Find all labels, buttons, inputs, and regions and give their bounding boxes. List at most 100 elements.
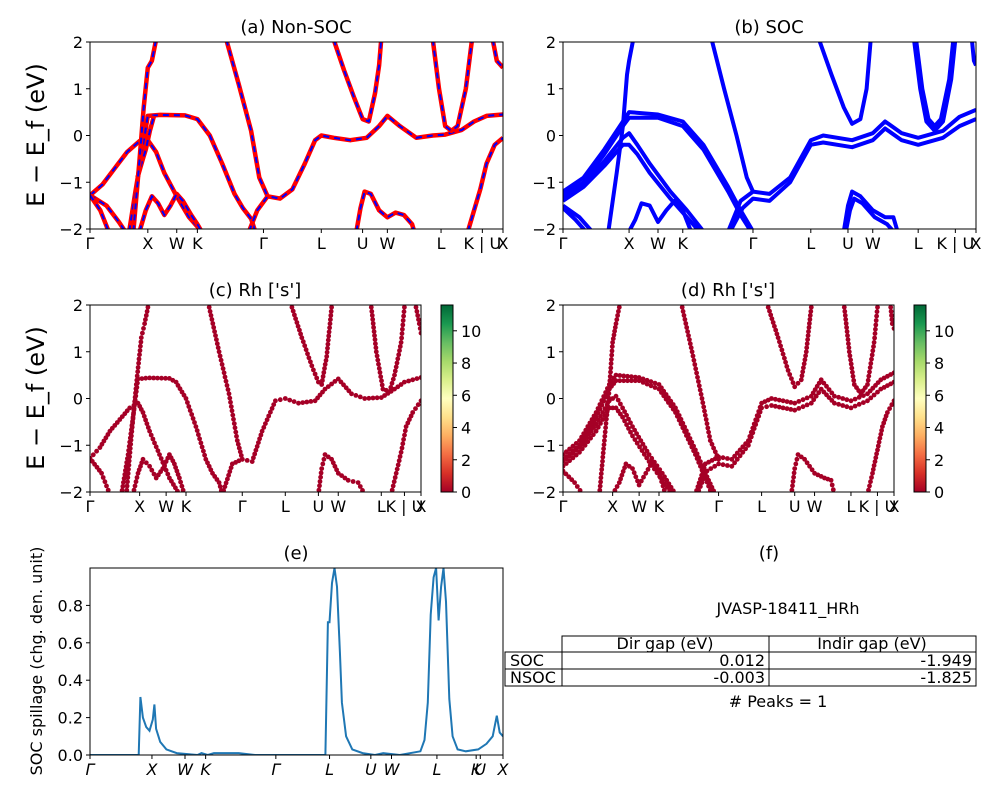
projection-point <box>600 450 606 456</box>
projection-point <box>155 448 161 454</box>
colorbar-tick-label: 4 <box>934 419 944 438</box>
projection-point <box>601 442 607 448</box>
projection-point <box>143 375 149 381</box>
projection-point <box>670 488 676 492</box>
projection-point <box>391 479 397 485</box>
projection-point <box>873 318 879 323</box>
projection-point <box>143 417 149 423</box>
y-tick-label: 2 <box>73 296 83 315</box>
projection-point <box>616 480 622 485</box>
projection-point <box>325 454 331 460</box>
projection-point <box>804 345 810 351</box>
projection-point <box>132 399 138 404</box>
projection-point <box>264 417 270 423</box>
projection-point <box>872 331 878 336</box>
projection-point <box>105 487 111 492</box>
x-tick-label: W <box>379 234 395 253</box>
band-line-nonsoc <box>466 136 503 229</box>
projection-point <box>375 357 381 363</box>
projection-point <box>802 357 808 363</box>
projection-point <box>610 405 616 411</box>
projection-point <box>300 400 306 405</box>
projection-point <box>234 438 240 443</box>
projection-point <box>624 422 629 428</box>
projection-point <box>211 325 217 330</box>
projection-point <box>590 432 596 438</box>
table-row-soc-dir: 0.012 <box>719 651 765 670</box>
projection-point <box>298 331 303 337</box>
projection-point <box>566 474 572 480</box>
projection-point <box>711 491 713 492</box>
projection-point <box>843 321 849 326</box>
projection-point <box>228 399 233 405</box>
projection-point <box>256 440 261 445</box>
projection-point <box>397 344 403 349</box>
projection-point <box>410 410 416 415</box>
projection-point <box>131 487 137 492</box>
projection-point <box>740 449 746 455</box>
projection-point <box>563 471 569 477</box>
projection-point <box>870 470 875 476</box>
x-tick-label: W <box>177 760 194 779</box>
projection-point <box>222 484 228 490</box>
projection-point <box>769 316 775 322</box>
projection-point <box>799 373 805 379</box>
projection-point <box>379 382 385 388</box>
projection-point <box>629 374 634 380</box>
projection-point <box>304 399 310 405</box>
projection-point <box>785 368 791 373</box>
projection-point <box>693 366 699 372</box>
projection-point <box>316 487 322 492</box>
colorbar-tick-label: 0 <box>461 483 471 502</box>
projection-point <box>390 491 392 492</box>
projection-point <box>320 461 326 467</box>
projection-point <box>632 374 638 380</box>
projection-point <box>720 455 726 461</box>
projection-point <box>794 456 800 462</box>
projection-point <box>776 404 782 410</box>
projection-point <box>804 460 810 466</box>
projection-point <box>316 379 321 385</box>
projection-point <box>400 318 406 323</box>
projection-point <box>607 382 612 388</box>
projection-point <box>324 354 330 359</box>
projection-point <box>127 446 133 451</box>
projection-point <box>393 470 399 476</box>
projection-point <box>413 406 418 411</box>
projection-point <box>870 348 876 354</box>
projection-point <box>327 325 332 331</box>
projection-point <box>623 461 629 467</box>
colorbar-c <box>440 304 454 493</box>
projection-point <box>628 420 633 426</box>
projection-point <box>705 425 711 431</box>
colorbar-tick-label: 6 <box>934 386 944 405</box>
projection-point <box>125 479 130 485</box>
projection-point <box>121 476 127 481</box>
projection-point <box>652 385 658 390</box>
projection-point <box>197 436 203 442</box>
projection-point <box>641 451 647 457</box>
projection-point <box>652 380 658 386</box>
projection-point <box>371 325 376 330</box>
projection-point <box>664 484 670 490</box>
projection-point <box>319 382 325 387</box>
projection-point <box>792 400 798 406</box>
projection-point <box>757 409 763 415</box>
projection-point <box>844 397 850 403</box>
projection-point <box>650 459 655 464</box>
projection-point <box>394 360 400 366</box>
table-row-nsoc-indir: -1.825 <box>920 668 972 687</box>
projection-point <box>683 321 689 326</box>
projection-point <box>144 421 150 427</box>
projection-point <box>373 349 379 355</box>
projection-point <box>143 317 148 322</box>
projection-point <box>235 441 241 447</box>
projection-point <box>179 483 185 489</box>
panel-e-soc-spillage <box>90 568 503 755</box>
band-line-soc <box>563 203 593 229</box>
projection-point <box>868 479 873 485</box>
projection-point <box>222 374 228 380</box>
projection-point <box>891 326 894 331</box>
projection-point <box>134 475 140 480</box>
projection-point <box>704 479 710 485</box>
